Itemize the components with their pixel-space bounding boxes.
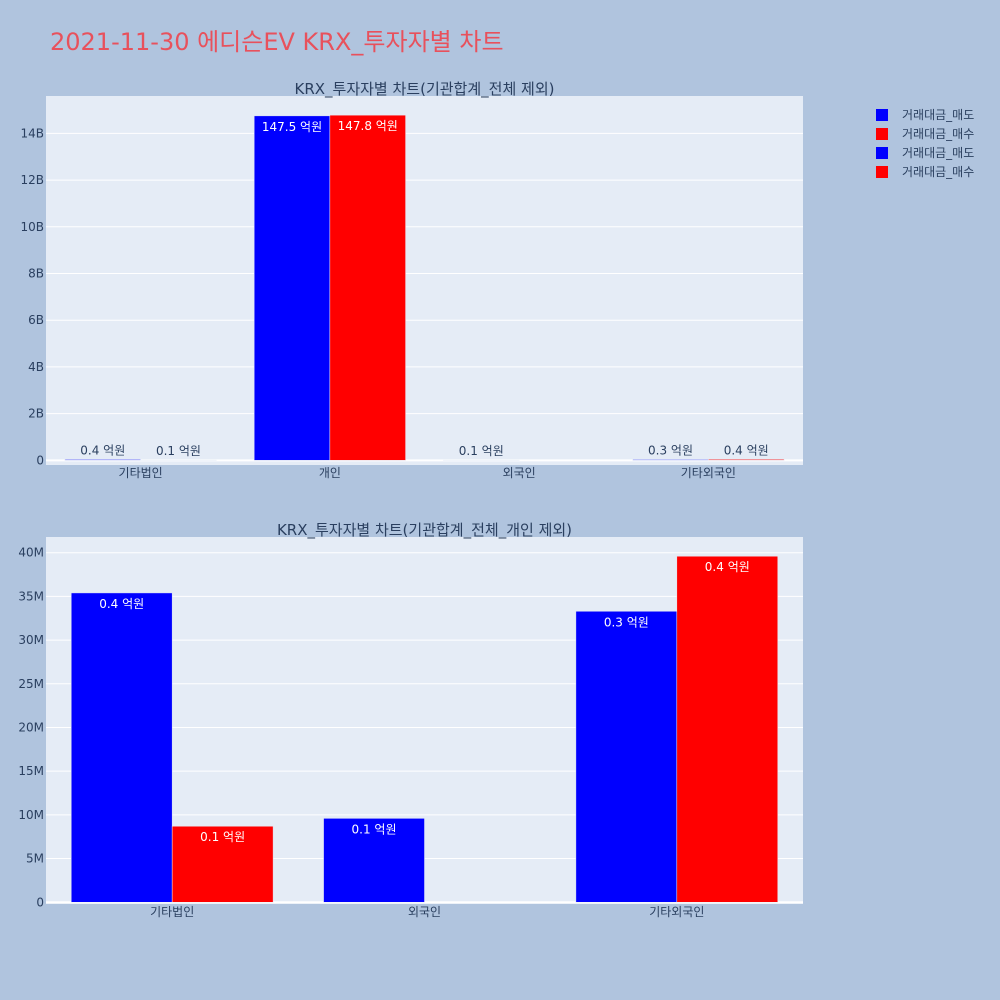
y-tick-label: 0 bbox=[36, 895, 44, 909]
y-tick-label: 25M bbox=[18, 677, 44, 691]
legend-swatch[interactable] bbox=[876, 147, 888, 159]
x-tick-label: 개인 bbox=[319, 466, 341, 480]
y-tick-label: 35M bbox=[18, 589, 44, 603]
y-tick-label: 8B bbox=[28, 266, 44, 280]
y-tick-label: 10B bbox=[20, 220, 44, 234]
data-label: 0.4 억원 bbox=[80, 444, 125, 458]
bar[interactable] bbox=[70, 592, 173, 903]
page-title: 2021-11-30 에디슨EV KRX_투자자별 차트 bbox=[50, 28, 504, 56]
bar[interactable] bbox=[64, 459, 141, 461]
y-tick-label: 15M bbox=[18, 764, 44, 778]
y-tick-label: 5M bbox=[26, 852, 44, 866]
plot-area bbox=[46, 96, 803, 465]
y-tick-label: 0 bbox=[36, 453, 44, 467]
data-label: 0.1 억원 bbox=[352, 822, 397, 836]
data-label: 0.4 억원 bbox=[99, 597, 144, 611]
bar[interactable] bbox=[323, 818, 425, 903]
data-label: 0.1 억원 bbox=[156, 444, 201, 458]
bar[interactable] bbox=[676, 555, 779, 903]
x-tick-label: 기타법인 bbox=[119, 466, 163, 480]
data-label: 0.1 억원 bbox=[200, 830, 245, 844]
bar[interactable] bbox=[171, 825, 274, 903]
bar[interactable] bbox=[575, 611, 678, 903]
y-tick-label: 12B bbox=[20, 173, 44, 187]
legend-label[interactable]: 거래대금_매수 bbox=[902, 165, 974, 179]
data-label: 147.5 억원 bbox=[262, 120, 322, 134]
bar[interactable] bbox=[708, 459, 785, 461]
x-tick-label: 기타법인 bbox=[150, 905, 194, 919]
y-tick-label: 2B bbox=[28, 407, 44, 421]
data-label: 0.4 억원 bbox=[724, 443, 769, 457]
bar[interactable] bbox=[253, 115, 331, 461]
chart-title: KRX_투자자별 차트(기관합계_전체_개인 제외) bbox=[277, 521, 572, 540]
bar[interactable] bbox=[329, 114, 406, 461]
chart-title: KRX_투자자별 차트(기관합계_전체 제외) bbox=[295, 80, 555, 99]
x-tick-label: 외국인 bbox=[408, 905, 441, 919]
legend-swatch[interactable] bbox=[876, 128, 888, 140]
y-tick-label: 14B bbox=[20, 126, 44, 140]
x-tick-label: 기타외국인 bbox=[681, 466, 736, 480]
chart-bottom: 0 5M 10M 15M 20M 25M 30M 35M 40M KRX_투자자별 차트(기관합계… bbox=[18, 521, 803, 919]
x-tick-label: 기타외국인 bbox=[649, 905, 704, 919]
y-tick-label: 10M bbox=[18, 808, 44, 822]
legend-label[interactable]: 거래대금_매도 bbox=[902, 146, 974, 160]
y-tick-label: 6B bbox=[28, 313, 44, 327]
bar[interactable] bbox=[632, 459, 709, 461]
data-label: 0.3 억원 bbox=[648, 444, 693, 458]
legend-swatch[interactable] bbox=[876, 166, 888, 178]
y-tick-label: 30M bbox=[18, 633, 44, 647]
legend-label[interactable]: 거래대금_매도 bbox=[902, 108, 974, 122]
y-tick-label: 20M bbox=[18, 720, 44, 734]
x-tick-label: 외국인 bbox=[503, 466, 536, 480]
y-tick-label: 40M bbox=[18, 546, 44, 560]
legend-swatch[interactable] bbox=[876, 109, 888, 121]
legend-label[interactable]: 거래대금_매수 bbox=[902, 127, 974, 141]
data-label: 0.4 억원 bbox=[705, 560, 750, 574]
y-tick-label: 4B bbox=[28, 360, 44, 374]
data-label: 0.1 억원 bbox=[459, 444, 504, 458]
data-label: 0.3 억원 bbox=[604, 615, 649, 629]
data-label: 147.8 억원 bbox=[338, 119, 398, 133]
chart-top: 0 2B 4B 6B 8B 10B 12B 14B KRX_투자자별 차트(기관합계_전체 제외… bbox=[20, 80, 803, 480]
